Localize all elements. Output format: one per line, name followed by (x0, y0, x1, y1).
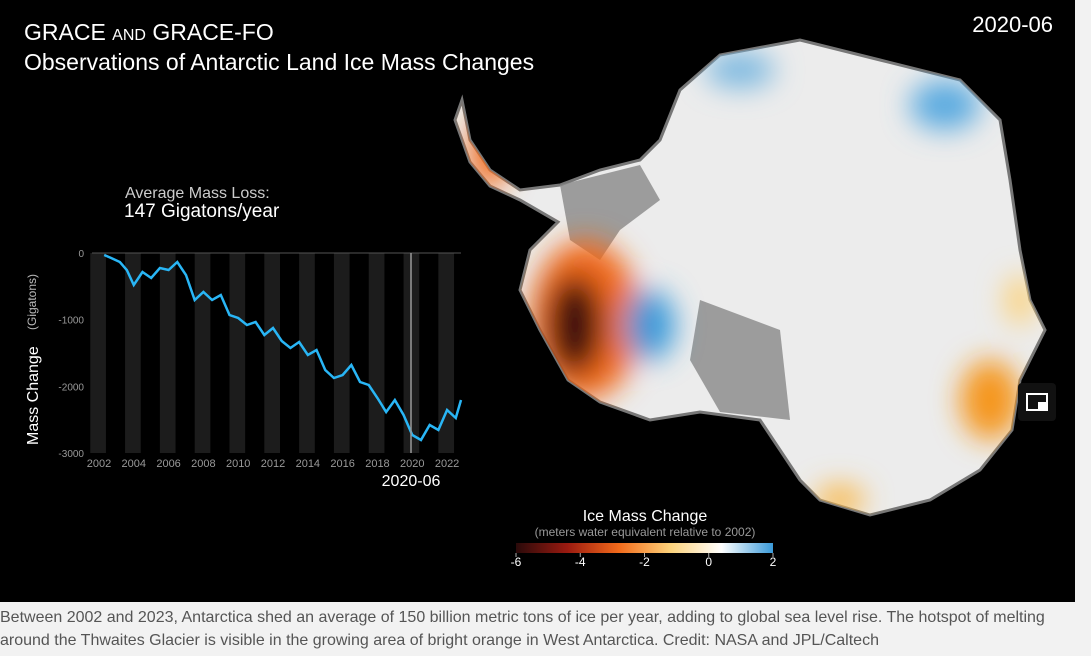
x-tick-label: 2004 (122, 458, 146, 470)
legend-subtitle: (meters water equivalent relative to 200… (535, 525, 756, 539)
date: 2020-06 (972, 12, 1053, 37)
x-tick-label: 2020 (400, 458, 424, 470)
year-band (194, 253, 211, 453)
x-tick-label: 2008 (191, 458, 215, 470)
caption: Between 2002 and 2023, Antarctica shed a… (0, 609, 1045, 649)
year-band (368, 253, 385, 453)
title: GRACE and GRACE-FO (24, 19, 274, 45)
year-band (159, 253, 176, 453)
y-tick-label: -3000 (58, 449, 84, 460)
year-band (90, 253, 106, 453)
x-tick-label: 2022 (435, 458, 459, 470)
year-band (438, 253, 455, 453)
year-band (264, 253, 280, 453)
pip-button[interactable] (1018, 383, 1056, 421)
subtitle: Average Mass Loss: (125, 185, 270, 202)
video: GRACE and GRACE-FO Observations of Antar… (0, 0, 1075, 602)
legend-tick-label: 0 (705, 555, 712, 569)
y-tick-label: 0 (78, 249, 84, 260)
color-bar (516, 543, 773, 553)
legend-tick-label: -4 (575, 555, 586, 569)
legend-tick-label: -2 (639, 555, 650, 569)
x-tick-label: 2018 (365, 458, 389, 470)
year-band (125, 253, 141, 453)
y-tick-label: -2000 (58, 382, 84, 393)
y-tick-label: -1000 (58, 316, 84, 327)
series-line (103, 253, 463, 442)
legend-tick-label: 2 (770, 555, 777, 569)
x-tick-label: 2002 (87, 458, 111, 470)
legend-tick-label: -6 (511, 555, 522, 569)
year-band (333, 253, 350, 453)
x-tick-label: 2012 (261, 458, 285, 470)
y-unit: (Gigatons) (25, 274, 39, 330)
x-tick-label: 2014 (296, 458, 320, 470)
x-tick-label: 2016 (330, 458, 354, 470)
y-label: Mass Change (25, 346, 42, 445)
x-tick-label: 2010 (226, 458, 250, 470)
title: Observations of Antarctic Land Ice Mass … (24, 49, 534, 75)
annotation: 147 Gigatons/year (124, 201, 280, 222)
year-band (229, 253, 246, 453)
legend-title: Ice Mass Change (583, 508, 708, 525)
current-label: 2020-06 (382, 473, 441, 490)
x-tick-label: 2006 (156, 458, 180, 470)
